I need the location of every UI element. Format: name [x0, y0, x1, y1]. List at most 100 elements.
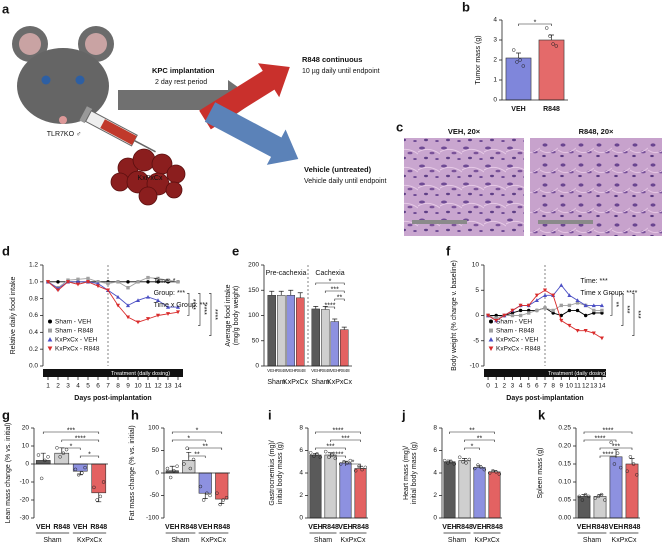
- data-point: [125, 315, 131, 320]
- group-label: Sham: [583, 537, 601, 544]
- significance-bracket: [61, 447, 81, 450]
- data-point: [527, 311, 531, 315]
- x-tick-label: 4: [519, 383, 523, 390]
- data-point: [95, 498, 99, 502]
- x-tick-label: 9: [126, 383, 130, 390]
- data-point: [135, 320, 141, 325]
- data-point: [136, 280, 140, 284]
- bar: [296, 297, 305, 367]
- data-point: [615, 451, 620, 455]
- y-axis-label: Relative daily food intake: [10, 276, 17, 354]
- mouse-label: TLR7KO ♂: [47, 131, 81, 138]
- x-tick-label: 1: [494, 383, 498, 390]
- y-tick-label: 150: [248, 287, 259, 294]
- significance-label: ****: [211, 309, 218, 320]
- error-bar: [332, 318, 338, 322]
- significance-label: **: [337, 294, 343, 301]
- y-tick-label: 200: [248, 262, 259, 269]
- stats-label: Time x Group: ****: [580, 290, 637, 297]
- data-point: [58, 455, 62, 459]
- data-point: [449, 460, 453, 464]
- data-point: [628, 455, 633, 459]
- data-point: [315, 452, 319, 456]
- legend-label: Sham - VEH: [55, 318, 91, 325]
- y-tick-label: 6: [299, 447, 303, 454]
- treatment-label: Treatment (daily dosing): [548, 371, 607, 377]
- group-label: Sham: [314, 537, 332, 544]
- y-axis-label: Lean mass change (% vs. initial): [5, 423, 12, 524]
- legend-marker: [489, 319, 493, 324]
- data-point: [201, 498, 206, 502]
- group-label: Sham: [171, 537, 189, 544]
- significance-bracket: [345, 463, 361, 466]
- data-point: [577, 494, 581, 499]
- significance-bracket: [315, 282, 345, 285]
- data-point: [554, 44, 559, 48]
- significance-bracket: [171, 431, 223, 434]
- y-tick-label: -30: [20, 515, 30, 522]
- data-point: [631, 462, 636, 466]
- data-point: [221, 498, 226, 502]
- data-point: [80, 471, 84, 475]
- data-point: [85, 280, 91, 284]
- bar-label: R848: [320, 368, 331, 373]
- data-point: [46, 455, 50, 459]
- mouse-ear-inner: [85, 33, 107, 55]
- data-point: [518, 58, 522, 62]
- significance-label: ****: [200, 304, 207, 315]
- x-tick-label: VEH: [73, 524, 87, 531]
- y-tick-label: 10: [472, 262, 480, 269]
- data-point: [534, 298, 539, 303]
- tumor: [110, 148, 186, 206]
- bar: [625, 463, 639, 519]
- image-title: R848, 20×: [579, 127, 614, 136]
- x-tick-label: 6: [96, 383, 100, 390]
- data-point: [45, 280, 51, 284]
- significance-bracket: [621, 292, 624, 326]
- bar: [182, 460, 196, 474]
- data-point: [323, 449, 328, 454]
- panel-label: c: [396, 119, 403, 134]
- data-point: [55, 288, 61, 293]
- data-point: [56, 280, 60, 284]
- y-tick-label: 10: [22, 443, 30, 450]
- group-label: KxPxCx: [283, 379, 308, 386]
- y-tick-label: -10: [470, 363, 480, 370]
- panel-label: k: [538, 407, 546, 422]
- data-point: [168, 475, 173, 480]
- group-label: KxPxCx: [77, 537, 102, 544]
- data-point: [596, 494, 601, 499]
- data-point: [182, 462, 186, 466]
- data-point: [559, 283, 564, 287]
- data-point: [86, 276, 90, 281]
- treatment-label: Treatment (daily dosing): [111, 371, 170, 377]
- y-tick-label: 0.2: [29, 346, 38, 353]
- significance-bracket: [198, 292, 201, 326]
- data-point: [76, 473, 81, 477]
- bar: [324, 454, 337, 519]
- significance-label: *: [471, 443, 474, 450]
- y-tick-label: 0.00: [558, 515, 571, 522]
- data-point: [156, 276, 160, 281]
- y-tick-label: 20: [22, 425, 30, 432]
- x-tick-label: R848: [592, 524, 609, 531]
- x-tick-label: VEH: [198, 524, 212, 531]
- data-point: [609, 440, 613, 445]
- legend-label: Sham - R848: [496, 327, 535, 334]
- y-axis-label: Heart mass (mg)/: [403, 446, 410, 500]
- bar: [267, 295, 276, 367]
- panel-label: e: [232, 243, 239, 258]
- data-point: [115, 303, 121, 308]
- significance-label: ***: [341, 435, 349, 442]
- y-tick-label: 0.25: [558, 425, 571, 432]
- x-tick-label: 7: [106, 383, 110, 390]
- x-tick-label: VEH: [609, 524, 623, 531]
- data-point: [357, 464, 361, 468]
- error-bar: [269, 290, 275, 296]
- data-point: [73, 467, 78, 472]
- panel-label: i: [268, 407, 272, 422]
- error-bar: [202, 493, 208, 499]
- x-tick-label: VEH: [338, 524, 352, 531]
- y-axis-label: Fat mass change (% vs. initial): [129, 425, 136, 520]
- data-point: [55, 446, 59, 450]
